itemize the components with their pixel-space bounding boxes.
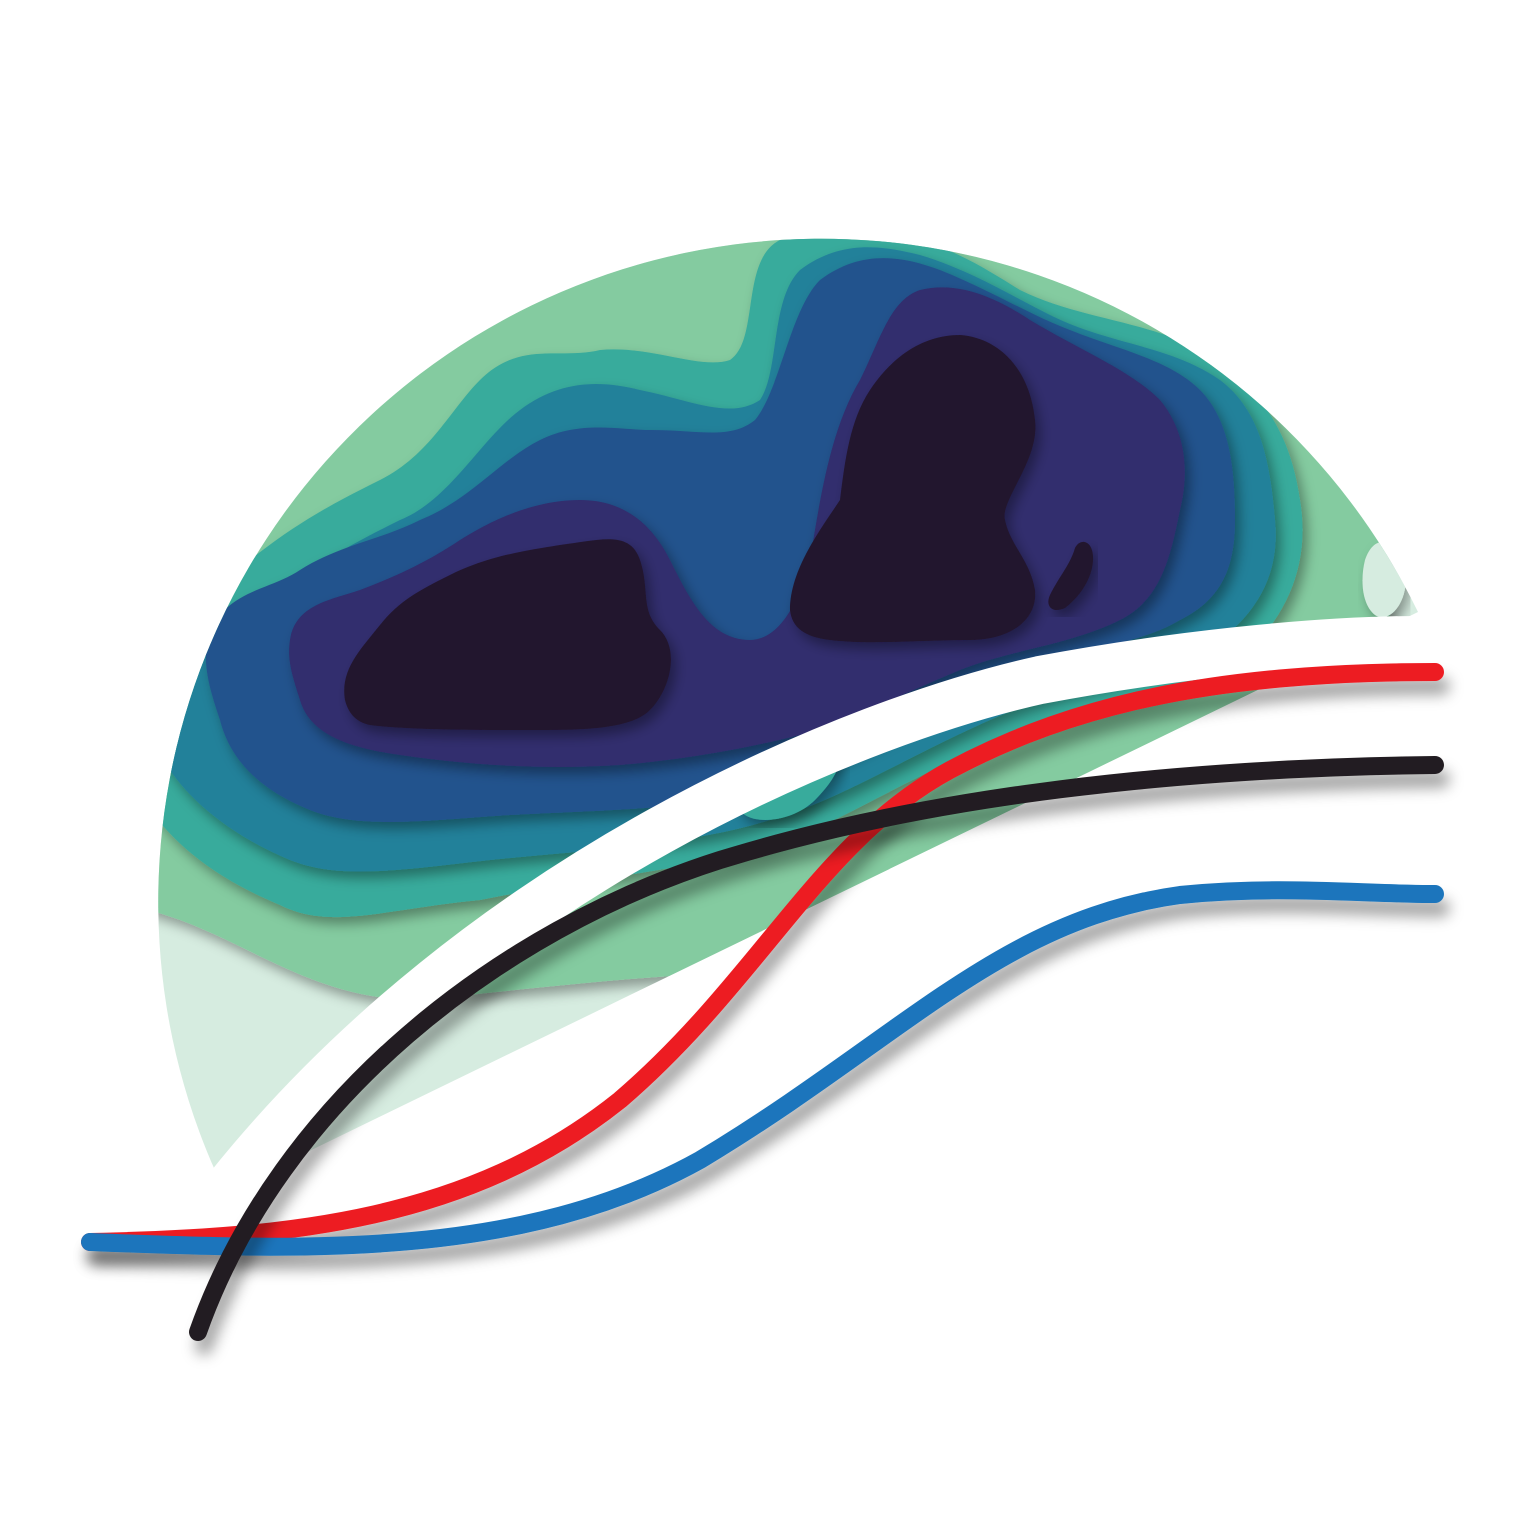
outer-disc-island-2 <box>219 338 293 401</box>
contour-level-6-peak-3 <box>1048 541 1094 611</box>
outer-disc-island-1 <box>283 238 517 316</box>
contour-level-1-finger <box>759 146 861 221</box>
curve-white-halo <box>201 616 1442 1216</box>
curve-red <box>81 663 1444 1251</box>
curve-blue <box>81 881 1444 1256</box>
contour-level-6 <box>344 539 671 730</box>
outer-disc-island-3 <box>594 110 664 215</box>
three-sigmoid-curves-icon <box>81 616 1444 1341</box>
contour-level-6-peak-2 <box>790 335 1036 643</box>
curve-black <box>189 756 1444 1341</box>
